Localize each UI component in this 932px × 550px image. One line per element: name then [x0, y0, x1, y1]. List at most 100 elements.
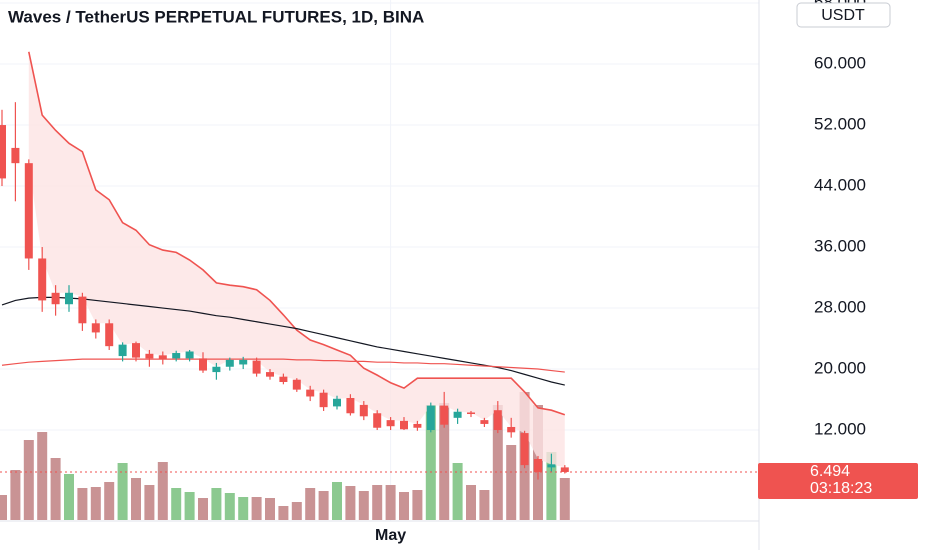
volume-bar [184, 492, 195, 520]
candle-body [78, 296, 87, 324]
candle-body [426, 405, 435, 431]
currency: USDT [821, 7, 865, 24]
volume-bar [171, 488, 182, 520]
chart-title: Waves / TetherUS PERPETUAL FUTURES, 1D, … [8, 7, 424, 26]
indicator-line [1, 358, 565, 373]
candle-body [158, 355, 167, 360]
volume-bar [318, 491, 329, 520]
volume-bar [305, 488, 316, 520]
candle-body [51, 292, 60, 305]
candle-body [65, 292, 73, 305]
volume-bar [372, 485, 383, 520]
candle-body [199, 358, 207, 371]
candle-body [239, 359, 248, 365]
x-tick-label: May [375, 527, 406, 544]
candle-body [319, 392, 328, 408]
candle-body [400, 420, 408, 430]
volume-bar [546, 452, 557, 520]
volume-bar [412, 490, 423, 520]
volume-bar [291, 502, 302, 520]
volume-bar [506, 445, 517, 520]
y-tick-label: 28.000 [814, 298, 866, 317]
candle-body [118, 344, 127, 357]
volume-bar [251, 497, 262, 520]
candle-body [373, 413, 382, 428]
y-tick-label: 12.000 [814, 420, 866, 439]
countdown: 03:18:23 [810, 480, 872, 497]
volume-bar [198, 498, 208, 520]
volume-bar [439, 403, 450, 520]
candle-body [266, 372, 274, 377]
candle-body [132, 343, 140, 358]
volume-bar [144, 485, 155, 520]
candle-body [493, 410, 502, 431]
candle-body [547, 464, 556, 468]
volume-bar [131, 478, 141, 520]
indicator-line [28, 51, 566, 416]
volume-bar [104, 482, 115, 520]
volume-bar [452, 463, 463, 520]
volume-bar [332, 482, 342, 520]
last-price: 6.494 [810, 463, 850, 480]
candle-body [346, 398, 355, 414]
volume-bar [0, 495, 7, 520]
volume-bar [157, 462, 168, 520]
indicator-line [1, 296, 565, 386]
candle-body [0, 125, 6, 179]
volume-bar [117, 463, 128, 520]
y-tick-label: 20.000 [814, 359, 866, 378]
candle-body [24, 163, 33, 259]
volume-bar [90, 487, 101, 520]
candle-body [172, 353, 181, 359]
candle-body [386, 420, 395, 427]
candle-body [279, 376, 288, 382]
volume-bar [425, 405, 436, 520]
plot-area [0, 0, 759, 521]
candle-body [91, 323, 100, 333]
candle-body [520, 433, 529, 466]
candle-body [292, 379, 301, 390]
y-tick-label: 44.000 [814, 176, 866, 195]
price-axis-panel [759, 0, 932, 550]
currency-box[interactable] [796, 2, 891, 28]
volume-bar [399, 492, 409, 520]
candle-body [145, 353, 154, 359]
candle-body [413, 423, 422, 428]
candle-body [212, 366, 221, 373]
candle-body [38, 258, 47, 301]
candle-body [11, 147, 20, 164]
volume-bar [265, 498, 275, 520]
volume-bar [37, 432, 48, 520]
volume-bar [466, 485, 476, 520]
volume-bar [345, 486, 356, 520]
candle-body [359, 404, 368, 417]
y-tick-label: 36.000 [814, 237, 866, 256]
candle-body [560, 467, 569, 472]
volume-bar [23, 440, 34, 520]
candle-body [467, 412, 475, 415]
volume-bar [559, 478, 570, 520]
volume-bar [50, 458, 61, 520]
candle-body [480, 420, 489, 424]
last-price-tag [758, 463, 918, 500]
candle-body [225, 359, 234, 367]
volume-bar [10, 470, 21, 520]
candle-body [306, 389, 315, 397]
candle-body [507, 426, 516, 433]
candle-body [333, 398, 341, 407]
volume-bar [211, 488, 222, 520]
candle-body [105, 323, 114, 347]
volume-bar [278, 506, 289, 520]
y-tick-label: 52.000 [814, 115, 866, 134]
candle-body [185, 351, 194, 359]
volume-bar [358, 491, 369, 520]
y-tick-label: 60.000 [814, 54, 866, 73]
volume-bar [77, 488, 88, 520]
candle-body [252, 360, 261, 374]
volume-bar [238, 497, 249, 520]
volume-bar [492, 405, 503, 520]
candle-body [453, 411, 462, 418]
candle-body [440, 405, 449, 425]
volume-bar [479, 490, 490, 520]
